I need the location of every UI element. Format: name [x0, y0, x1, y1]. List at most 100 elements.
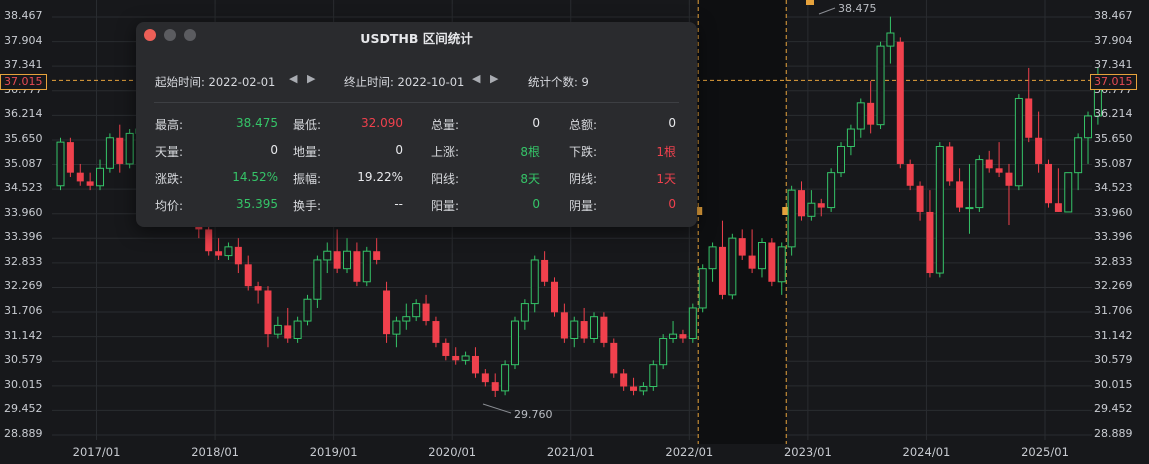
candle-body-up — [96, 167, 105, 187]
candle-body-down — [551, 281, 558, 313]
candle-body-up — [728, 237, 737, 296]
range-stats-dialog[interactable]: USDTHB 区间统计 起始时间: 2022-02-01 ◀ ▶ 终止时间: 2… — [136, 22, 697, 227]
current-price-tag-left: 37.015 — [0, 74, 47, 90]
y-tick-label: 35.650 — [4, 131, 43, 145]
candle-body-down — [481, 373, 489, 383]
end-prev-arrow-icon[interactable]: ◀ — [472, 72, 481, 85]
candle-body-down — [985, 159, 993, 169]
candle-body-down — [254, 286, 262, 291]
candle-body-down — [867, 102, 875, 125]
stat-label: 地量: — [293, 145, 322, 159]
candle-body-down — [116, 137, 124, 164]
candle-body-down — [798, 190, 805, 217]
candle-body-down — [679, 334, 687, 339]
stat-value: 1根 — [656, 145, 676, 159]
close-button[interactable] — [144, 29, 156, 41]
maximize-button[interactable] — [184, 29, 196, 41]
candle-body-down — [264, 290, 272, 335]
y-tick-label: 31.142 — [4, 328, 43, 342]
candle-body-up — [1014, 97, 1023, 187]
y-tick-label: 29.452 — [4, 402, 43, 416]
y-tick-label: 31.142 — [1094, 328, 1133, 342]
stat-value: 1天 — [656, 172, 676, 186]
candle-body-down — [610, 342, 618, 374]
x-tick-label: 2021/01 — [546, 445, 595, 459]
y-tick-label: 33.396 — [4, 230, 43, 244]
candle-body-down — [630, 386, 638, 391]
candle-body-up — [1064, 172, 1073, 213]
stat-value: 14.52% — [232, 170, 278, 184]
candle-body-up — [659, 338, 668, 366]
candle-body-down — [748, 255, 756, 269]
y-tick-label: 30.015 — [1094, 377, 1133, 391]
candle-body-up — [757, 241, 766, 270]
stat-label: 阳线: — [431, 172, 460, 186]
y-tick-label: 37.341 — [4, 58, 43, 72]
candle-body-up — [293, 320, 302, 340]
candle-body-up — [1074, 137, 1083, 174]
candle-body-down — [244, 264, 252, 287]
y-tick-label: 38.467 — [4, 9, 43, 22]
candle-body-down — [600, 316, 608, 343]
start-next-arrow-icon[interactable]: ▶ — [307, 72, 316, 85]
candle-body-up — [56, 141, 65, 187]
stat-value: -- — [394, 197, 403, 211]
stat-label: 上涨: — [431, 145, 460, 159]
candle-body-down — [452, 355, 460, 361]
dialog-titlebar[interactable]: USDTHB 区间统计 — [136, 22, 697, 49]
candle-body-up — [323, 250, 332, 261]
y-tick-label: 31.706 — [1094, 304, 1133, 318]
y-tick-label: 32.269 — [4, 279, 43, 293]
candle-body-up — [708, 246, 717, 270]
y-tick-label: 37.341 — [1094, 58, 1133, 72]
candle-body-up — [688, 307, 697, 340]
stat-value: 0 — [270, 143, 278, 157]
candle-body-up — [501, 364, 510, 392]
stat-value: 0 — [668, 197, 676, 211]
stat-label: 均价: — [155, 199, 184, 213]
stat-value: 8根 — [520, 145, 540, 159]
y-tick-label: 34.523 — [1094, 181, 1133, 195]
y-tick-label: 35.650 — [1094, 131, 1133, 145]
minimize-button[interactable] — [164, 29, 176, 41]
y-tick-label: 31.706 — [4, 304, 43, 318]
candle-body-down — [76, 172, 84, 182]
candle-body-up — [935, 145, 944, 274]
candle-body-up — [570, 320, 579, 340]
candle-body-up — [343, 250, 352, 270]
stat-value: 0 — [532, 197, 540, 211]
start-time-label: 起始时间: 2022-02-01 — [155, 75, 276, 89]
candle-body-down — [906, 163, 914, 186]
candle-body-up — [876, 45, 885, 126]
candle-body-down — [422, 303, 430, 322]
candle-body-up — [412, 303, 421, 318]
start-prev-arrow-icon[interactable]: ◀ — [289, 72, 298, 85]
dialog-title: USDTHB 区间统计 — [360, 31, 473, 46]
candle-body-up — [590, 316, 599, 340]
candle-body-down — [373, 251, 381, 260]
candle-body-down — [353, 251, 361, 282]
count-label: 统计个数: 9 — [528, 75, 589, 89]
candle-body-down — [205, 229, 213, 252]
candle-body-up — [313, 259, 322, 300]
candle-body-down — [1025, 98, 1033, 138]
y-tick-label: 28.889 — [1094, 427, 1133, 440]
candle-body-down — [1045, 163, 1052, 204]
stat-label: 阴线: — [569, 172, 598, 186]
candle-body-up — [303, 298, 312, 322]
candle-body-down — [580, 321, 588, 339]
y-tick-label: 37.904 — [1094, 33, 1133, 47]
stat-label: 总量: — [431, 118, 460, 132]
end-next-arrow-icon[interactable]: ▶ — [490, 72, 499, 85]
stat-value: 19.22% — [357, 170, 403, 184]
candle-body-up — [520, 303, 529, 322]
candle-body-up — [530, 259, 539, 305]
candle-body-down — [66, 142, 74, 173]
x-tick-label: 2024/01 — [902, 445, 951, 459]
candle-body-up — [392, 320, 401, 335]
max-marker — [806, 0, 814, 5]
candle-body-down — [620, 373, 628, 387]
candle-body-down — [1035, 137, 1043, 164]
x-tick-label: 2019/01 — [309, 445, 358, 459]
y-tick-label: 30.015 — [4, 377, 43, 391]
